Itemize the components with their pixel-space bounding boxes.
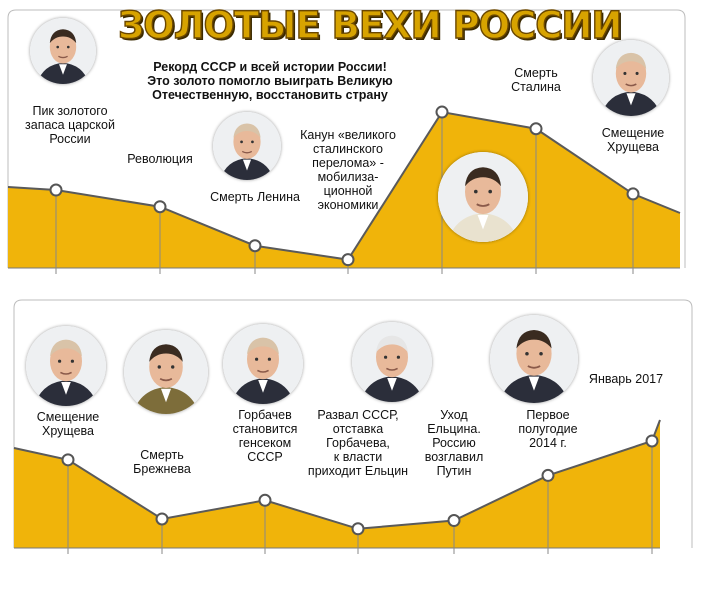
event-annotation: Смерть Ленина <box>210 190 300 204</box>
event-annotation: Смещение Хрущева <box>602 126 665 154</box>
annotation-line: генсеком <box>238 436 292 450</box>
annotation-line: Брежнева <box>133 462 191 476</box>
annotation-line: Смещение <box>36 410 100 424</box>
event-annotation: Январь 2017 <box>589 372 663 386</box>
yeltsin-portrait <box>352 322 432 402</box>
annotation-line: приходит Ельцин <box>307 464 409 478</box>
annotation-line: мобилиза- <box>317 170 379 184</box>
event-annotation: Развал СССР, отставка Горбачева, к власти пр… <box>308 408 408 478</box>
data-point <box>49 183 63 197</box>
event-annotation: Смерть Брежнева <box>133 448 191 476</box>
annotation-line: Смерть <box>140 448 184 462</box>
annotation-line: сталинского <box>312 142 384 156</box>
annotation-line: Первое <box>526 408 570 422</box>
data-point <box>351 522 365 536</box>
brezhnev-portrait <box>124 330 208 414</box>
data-point <box>529 122 543 136</box>
event-annotation: Революция <box>127 152 193 166</box>
annotation-line: Хрущева <box>42 424 94 438</box>
annotation-line: Горбачева, <box>326 436 390 450</box>
event-annotation: Уход Ельцина. Россию возглавил Путин <box>425 408 484 478</box>
annotation-line: возглавил <box>424 450 484 464</box>
nicholas-ii-portrait <box>30 18 96 84</box>
data-point <box>153 200 167 214</box>
annotation-line: к власти <box>333 450 383 464</box>
annotation-line: Рекорд СССР и всей истории России! <box>153 60 387 74</box>
event-annotation: Горбачев становится генсеком СССР <box>233 408 298 464</box>
area-fill <box>14 420 660 548</box>
annotation-line: Ельцина. <box>427 422 481 436</box>
annotation-line: Пик золотого <box>32 104 108 118</box>
annotation-line: СССР <box>247 450 283 464</box>
page-title: ЗОЛОТЫЕ ВЕХИ РОССИИ <box>117 3 623 47</box>
panel-frame <box>13 299 693 548</box>
data-point <box>258 493 272 507</box>
annotation-line: перелома» - <box>312 156 384 170</box>
data-point <box>645 434 659 448</box>
annotation-line: Россию <box>432 436 476 450</box>
data-point <box>155 512 169 526</box>
data-point <box>248 239 262 253</box>
annotation-line: Отечественную, восстановить страну <box>152 88 388 102</box>
event-annotation: Смещение Хрущева <box>37 410 100 438</box>
khrushchev-portrait <box>593 40 669 116</box>
annotation-line: запаса царской <box>25 118 115 132</box>
annotation-line: Смерть <box>514 66 558 80</box>
gorbachev-portrait <box>223 324 303 404</box>
annotation-line: Горбачев <box>238 408 292 422</box>
data-point <box>61 453 75 467</box>
annotation-line: отставка <box>332 422 384 436</box>
annotation-line: Смерть Ленина <box>210 190 300 204</box>
putin-portrait <box>490 315 578 403</box>
annotation-line: Развал СССР, <box>317 408 399 422</box>
event-annotation: Канун «великого сталинского перелома» - моб… <box>300 128 396 212</box>
annotation-line: ционной <box>323 184 373 198</box>
event-annotation: Рекорд СССР и всей истории России! Это зо… <box>147 60 392 102</box>
annotation-line: Хрущева <box>607 140 659 154</box>
annotation-line: 2014 г. <box>529 436 567 450</box>
lenin-portrait <box>213 112 281 180</box>
event-annotation: Пик золотого запаса царской России <box>25 104 115 146</box>
annotation-line: Это золото помогло выиграть Великую <box>147 74 393 88</box>
annotation-line: Смещение <box>601 126 665 140</box>
data-point <box>341 253 355 267</box>
annotation-line: Путин <box>436 464 472 478</box>
event-annotation: Смерть Сталина <box>511 66 561 94</box>
khrushchev-portrait <box>26 326 106 406</box>
annotation-line: Уход <box>440 408 468 422</box>
panel-frame <box>7 9 686 268</box>
data-point <box>541 468 555 482</box>
data-point <box>626 187 640 201</box>
annotation-line: Канун «великого <box>300 128 396 142</box>
data-point <box>435 105 449 119</box>
annotation-line: экономики <box>317 198 379 212</box>
annotation-line: Революция <box>127 152 193 166</box>
annotation-line: Январь 2017 <box>588 372 664 386</box>
annotation-line: полугодие <box>518 422 578 436</box>
data-point <box>447 514 461 528</box>
event-annotation: Первое полугодие 2014 г. <box>518 408 577 450</box>
annotation-line: становится <box>232 422 298 436</box>
annotation-line: России <box>49 132 91 146</box>
stalin-portrait <box>438 152 528 242</box>
annotation-line: Сталина <box>511 80 561 94</box>
